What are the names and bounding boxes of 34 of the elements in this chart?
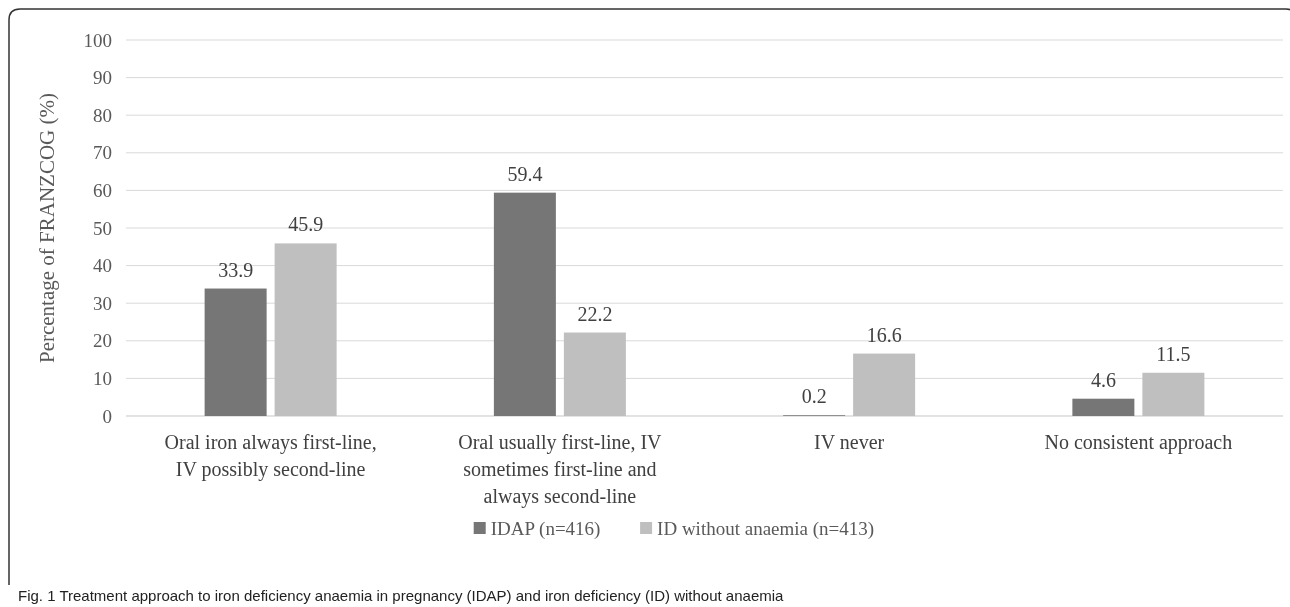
legend-label: IDAP (n=416) xyxy=(490,517,601,540)
y-tick-label: 60 xyxy=(93,180,112,202)
bar xyxy=(853,353,916,416)
data-label: 22.2 xyxy=(577,302,613,325)
x-tick-label: IV never xyxy=(814,431,885,453)
data-label: 16.6 xyxy=(866,323,902,346)
caption: Fig. 1 Treatment approach to iron deficiency anaemia in pregnancy (IDAP) and iron deficiency (ID) without anaemia xyxy=(18,587,785,604)
y-tick-label: 20 xyxy=(93,330,112,352)
y-tick-label: 70 xyxy=(93,142,112,164)
y-axis-title: Percentage of FRANZCOG (%) xyxy=(35,92,59,364)
y-tick-label: 0 xyxy=(102,405,112,427)
y-tick-label: 100 xyxy=(83,29,112,51)
bar xyxy=(563,332,626,416)
data-label: 4.6 xyxy=(1090,368,1116,391)
x-tick-label: Oral iron always first-line, IV possibly second-line xyxy=(164,431,377,481)
bar xyxy=(1072,398,1135,416)
y-tick-label: 40 xyxy=(93,255,112,277)
x-tick-label: Oral usually first-line, IV sometimes first-line and always second-line xyxy=(458,431,663,508)
x-tick-label: No consistent approach xyxy=(1044,431,1233,454)
data-label: 11.5 xyxy=(1156,342,1191,365)
y-tick-label: 80 xyxy=(93,104,112,126)
y-tick-label: 10 xyxy=(93,368,112,390)
data-label: 45.9 xyxy=(288,213,324,236)
bar xyxy=(1142,372,1205,416)
data-label: 33.9 xyxy=(218,258,254,281)
y-tick-label: 30 xyxy=(93,292,112,314)
data-label: 59.4 xyxy=(507,162,543,185)
legend-label: ID without anaemia (n=413) xyxy=(657,517,875,540)
y-tick-label: 50 xyxy=(93,217,112,239)
bar xyxy=(274,243,337,416)
y-tick-label: 90 xyxy=(93,67,112,89)
data-label: 0.2 xyxy=(801,385,827,408)
bar xyxy=(493,192,556,416)
bar xyxy=(204,288,267,416)
